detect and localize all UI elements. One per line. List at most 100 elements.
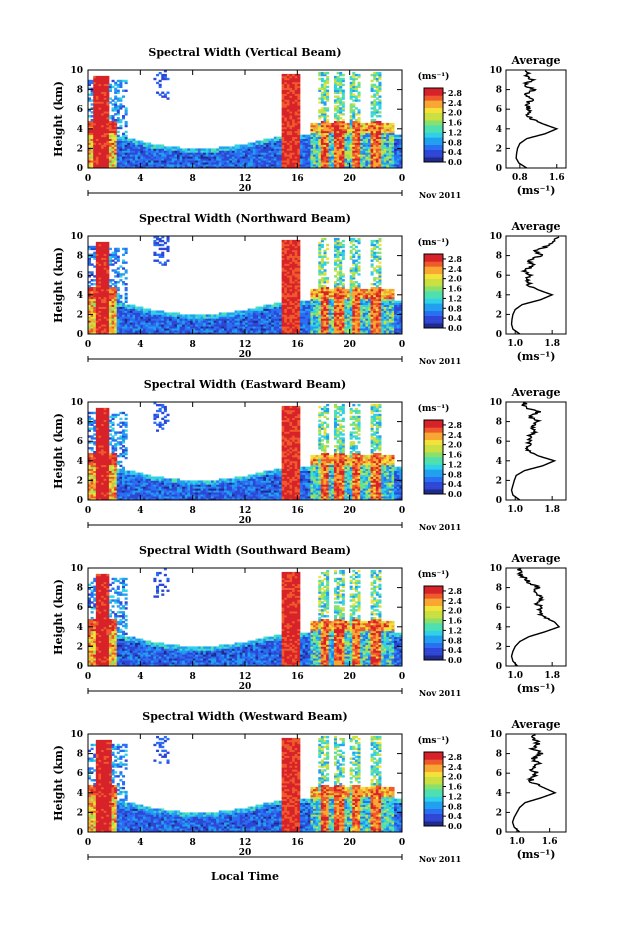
colorbar-step <box>424 137 443 141</box>
heatmap-cell <box>190 162 194 165</box>
heatmap-cell <box>307 330 311 333</box>
heatmap-cell <box>142 166 146 169</box>
heatmap-cell <box>205 332 209 335</box>
heatmap-cell <box>286 91 290 94</box>
heatmap-cell <box>161 328 165 331</box>
heatmap-cell <box>318 136 322 139</box>
heatmap-cell <box>137 316 141 319</box>
heatmap-cell <box>286 314 290 317</box>
profile-y-tick-label: 10 <box>489 66 502 76</box>
heatmap-cell <box>370 122 374 126</box>
heatmap-cell <box>352 136 356 139</box>
heatmap-cell <box>90 318 94 321</box>
heatmap-cell <box>383 142 387 145</box>
y-axis-label: Height (km) <box>52 81 65 157</box>
heatmap-cell <box>320 87 324 90</box>
heatmap-cell <box>370 152 374 155</box>
heatmap-cell <box>333 136 337 139</box>
heatmap-cell <box>318 164 322 167</box>
heatmap-cell <box>394 146 398 149</box>
heatmap-cell <box>150 316 154 319</box>
heatmap-cell <box>294 119 298 122</box>
heatmap-cell <box>93 164 97 167</box>
heatmap-cell <box>103 249 107 253</box>
heatmap-cell <box>135 158 139 161</box>
heatmap-cell <box>114 140 118 143</box>
heatmap-cell <box>286 134 290 138</box>
heatmap-cell <box>124 120 128 124</box>
heatmap-cell <box>341 130 345 134</box>
heatmap-cell <box>297 239 301 243</box>
heatmap-cell <box>119 85 123 89</box>
heatmap-cell <box>310 138 314 141</box>
heatmap-cell <box>276 136 280 139</box>
heatmap-cell <box>108 279 112 282</box>
heatmap-cell <box>119 279 123 282</box>
heatmap-cell <box>289 117 293 120</box>
heatmap-cell <box>88 166 92 169</box>
heatmap-cell <box>310 302 314 305</box>
heatmap-cell <box>328 146 332 149</box>
colorbar-step <box>424 142 443 146</box>
heatmap-cell <box>294 241 298 245</box>
heatmap-cell <box>367 150 371 153</box>
heatmap-cell <box>339 310 343 313</box>
heatmap-cell <box>279 142 283 145</box>
heatmap-cell <box>354 128 358 132</box>
heatmap-cell <box>93 292 97 296</box>
heatmap-cell <box>292 162 296 165</box>
heatmap-cell <box>357 148 361 151</box>
heatmap-cell <box>142 148 146 151</box>
heatmap-cell <box>171 162 175 165</box>
heatmap-cell <box>122 320 126 323</box>
heatmap-cell <box>326 75 330 79</box>
heatmap-cell <box>95 156 99 159</box>
heatmap-cell <box>339 73 343 77</box>
heatmap-cell <box>357 119 361 122</box>
heatmap-cell <box>315 126 319 130</box>
heatmap-cell <box>111 124 115 128</box>
heatmap-cell <box>292 140 296 143</box>
heatmap-cell <box>349 134 353 138</box>
heatmap-cell <box>108 316 112 319</box>
heatmap-cell <box>339 150 343 153</box>
heatmap-cell <box>98 288 102 292</box>
heatmap-cell <box>310 156 314 159</box>
heatmap-cell <box>357 136 361 139</box>
heatmap-cell <box>352 111 356 114</box>
heatmap-cell <box>203 164 207 167</box>
heatmap-cell <box>339 111 343 114</box>
heatmap-cell <box>281 285 285 288</box>
heatmap-cell <box>116 119 120 122</box>
heatmap-cell <box>336 279 340 282</box>
heatmap-cell <box>229 146 233 149</box>
heatmap-cell <box>279 158 283 161</box>
heatmap-cell <box>116 146 120 149</box>
heatmap-cell <box>231 312 235 315</box>
heatmap-cell <box>284 152 288 155</box>
heatmap-cell <box>323 71 327 75</box>
heatmap-cell <box>297 75 301 79</box>
heatmap-cell <box>391 152 395 155</box>
heatmap-cell <box>292 277 296 280</box>
heatmap-cell <box>119 316 123 319</box>
heatmap-cell <box>318 130 322 134</box>
heatmap-cell <box>320 162 324 165</box>
heatmap-cell <box>114 103 118 106</box>
heatmap-cell <box>289 269 293 272</box>
heatmap-cell <box>260 322 264 325</box>
heatmap-cell <box>114 144 118 147</box>
heatmap-cell <box>122 95 126 98</box>
heatmap-cell <box>114 105 118 108</box>
heatmap-cell <box>286 286 290 290</box>
heatmap-cell <box>145 312 149 315</box>
heatmap-cell <box>336 109 340 112</box>
heatmap-cell <box>203 158 207 161</box>
heatmap-cell <box>292 263 296 266</box>
heatmap-cell <box>135 156 139 159</box>
heatmap-cell <box>192 316 196 319</box>
colorbar-step <box>424 97 443 101</box>
heatmap-cell <box>242 328 246 331</box>
heatmap-cell <box>156 324 160 327</box>
heatmap-cell <box>258 146 262 149</box>
